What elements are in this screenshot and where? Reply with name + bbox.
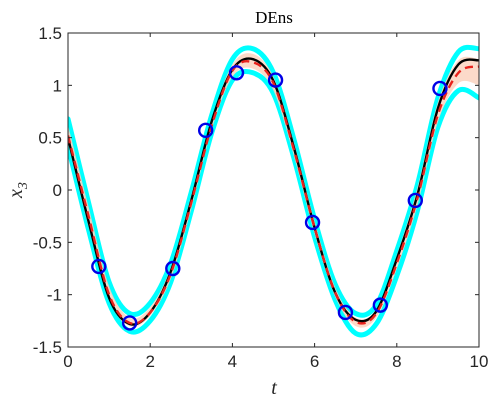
observation-point xyxy=(304,214,321,231)
observation-markers xyxy=(91,65,448,331)
observation-point xyxy=(372,297,389,313)
observation-point xyxy=(228,65,245,81)
observation-point xyxy=(165,260,181,277)
y-tick-label: 1.5 xyxy=(38,24,62,43)
x-tick-label: 10 xyxy=(470,352,489,371)
y-axis-title-subscript: 3 xyxy=(16,182,31,190)
mean-prediction-line xyxy=(68,60,479,325)
observation-point xyxy=(432,80,448,97)
y-tick-label: 0.5 xyxy=(38,129,62,148)
ensemble-member-lower xyxy=(68,68,479,338)
x-axis-title: t xyxy=(271,377,277,399)
y-tick-label: 0 xyxy=(53,181,62,200)
y-axis-title-base: x xyxy=(5,189,27,199)
y-tick-label: -1 xyxy=(47,286,62,305)
observation-point xyxy=(91,258,107,275)
y-tick-label: 1 xyxy=(53,76,62,95)
observation-point xyxy=(337,304,354,321)
x-tick-label: 6 xyxy=(310,352,319,371)
y-tick-label: -0.5 xyxy=(33,233,62,252)
chart-title: DEns xyxy=(255,8,293,27)
x-tick-label: 4 xyxy=(228,352,237,371)
observation-point xyxy=(121,315,138,331)
axes-layer xyxy=(67,32,480,348)
observation-point xyxy=(267,72,284,88)
y-tick-label: -1.5 xyxy=(33,338,62,357)
observation-point xyxy=(197,122,214,139)
y-axis-title: x3 xyxy=(5,182,31,199)
x-tick-label: 0 xyxy=(63,352,72,371)
observation-point xyxy=(407,192,423,209)
tick-labels: 0 2 4 6 8 10 -1.5 -1 -0.5 0 0.5 1 1.5 xyxy=(33,24,489,371)
x-tick-label: 2 xyxy=(145,352,154,371)
x-tick-label: 8 xyxy=(392,352,401,371)
